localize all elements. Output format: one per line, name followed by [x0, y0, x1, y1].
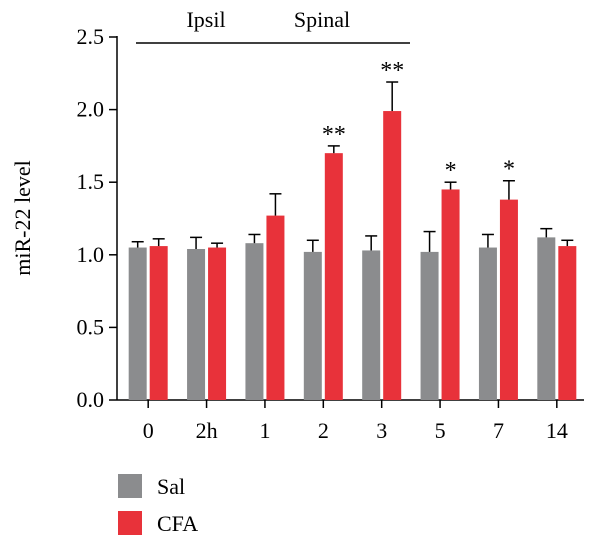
bar-sal-5	[420, 251, 439, 400]
bar-cfa-7	[499, 199, 518, 400]
bar-cfa-0	[149, 246, 168, 400]
bar-sal-2h	[187, 248, 206, 400]
y-tick-label: 1.5	[77, 169, 105, 194]
y-ticks: 0.0 0.5 1.0 1.5 2.0 2.5	[77, 24, 117, 412]
legend-swatch-sal	[118, 474, 142, 498]
bar-cfa-5	[441, 189, 460, 400]
significance-marker: **	[380, 58, 404, 84]
bar-sal-7	[478, 247, 497, 400]
bar-cfa-3	[383, 111, 402, 400]
significance-marker: *	[445, 158, 457, 184]
significance-marker: **	[322, 122, 346, 148]
y-tick-label: 1.0	[77, 242, 105, 267]
bar-sal-0	[128, 247, 147, 400]
bar-sal-1	[245, 243, 264, 400]
bar-cfa-2	[324, 153, 343, 400]
y-tick-label: 0.0	[77, 387, 105, 412]
x-tick-label: 3	[376, 418, 387, 443]
y-tick-label: 0.5	[77, 314, 105, 339]
y-tick-label: 2.5	[77, 24, 105, 49]
x-tick-label: 1	[259, 418, 270, 443]
annotation-ipsil: Ipsil	[186, 7, 225, 32]
legend-label-sal: Sal	[157, 474, 185, 499]
x-tick-label: 14	[546, 418, 568, 443]
x-tick-label: 2	[318, 418, 329, 443]
x-tick-label: 5	[435, 418, 446, 443]
legend: Sal CFA	[118, 474, 198, 536]
x-tick-label: 2h	[196, 418, 218, 443]
x-ticks: 0 2h 1 2 3 5 7 14	[143, 400, 568, 443]
bar-cfa-1	[266, 215, 285, 400]
bar-cfa-14	[558, 246, 577, 400]
bar-sal-3	[362, 250, 381, 400]
bars: ***** *	[128, 58, 577, 400]
legend-label-cfa: CFA	[157, 511, 198, 536]
bar-sal-14	[537, 237, 556, 400]
legend-swatch-cfa	[118, 511, 142, 535]
bar-sal-2	[303, 251, 322, 400]
y-tick-label: 2.0	[77, 97, 105, 122]
y-axis-label: miR-22 level	[10, 160, 35, 275]
x-tick-label: 7	[493, 418, 504, 443]
significance-marker: *	[503, 157, 515, 183]
x-tick-label: 0	[143, 418, 154, 443]
annotation-spinal: Spinal	[294, 7, 350, 32]
bar-cfa-2h	[208, 247, 227, 400]
